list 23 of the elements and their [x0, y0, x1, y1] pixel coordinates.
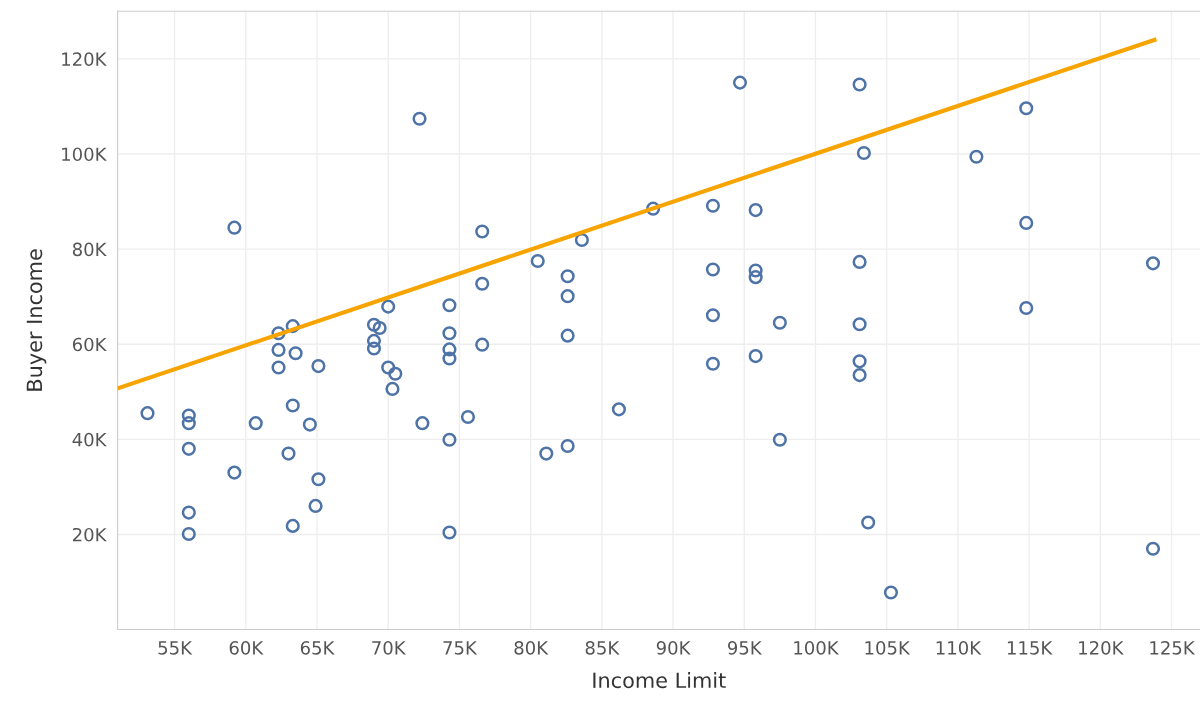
y-tick-label: 40K: [72, 432, 107, 447]
x-tick-label: 70K: [372, 640, 406, 655]
x-tick-label: 110K: [936, 640, 982, 655]
x-axis-title: Income Limit: [593, 672, 726, 689]
y-tick-label: 100K: [62, 147, 107, 162]
x-tick-label: 80K: [514, 640, 549, 655]
y-tick-label: 80K: [72, 242, 107, 257]
x-tick-label: 65K: [300, 640, 335, 655]
x-tick-label: 85K: [585, 640, 620, 655]
y-axis-title: Buyer Income: [26, 249, 47, 391]
x-tick-label: 125K: [1150, 640, 1196, 655]
y-tick-label: 20K: [73, 527, 107, 542]
x-tick-label: 100K: [794, 640, 839, 655]
x-tick-label: 105K: [865, 640, 911, 655]
x-tick-label: 120K: [1079, 640, 1124, 655]
x-tick-label: 115K: [1007, 641, 1053, 655]
y-tick-label: 60K: [72, 337, 107, 352]
x-tick-label: 55K: [158, 641, 193, 655]
x-tick-label: 90K: [656, 640, 691, 655]
x-tick-label: 95K: [727, 640, 763, 655]
y-tick-label: 120K: [62, 52, 107, 66]
x-tick-label: 60K: [229, 640, 264, 655]
x-tick-label: 75K: [443, 641, 478, 655]
